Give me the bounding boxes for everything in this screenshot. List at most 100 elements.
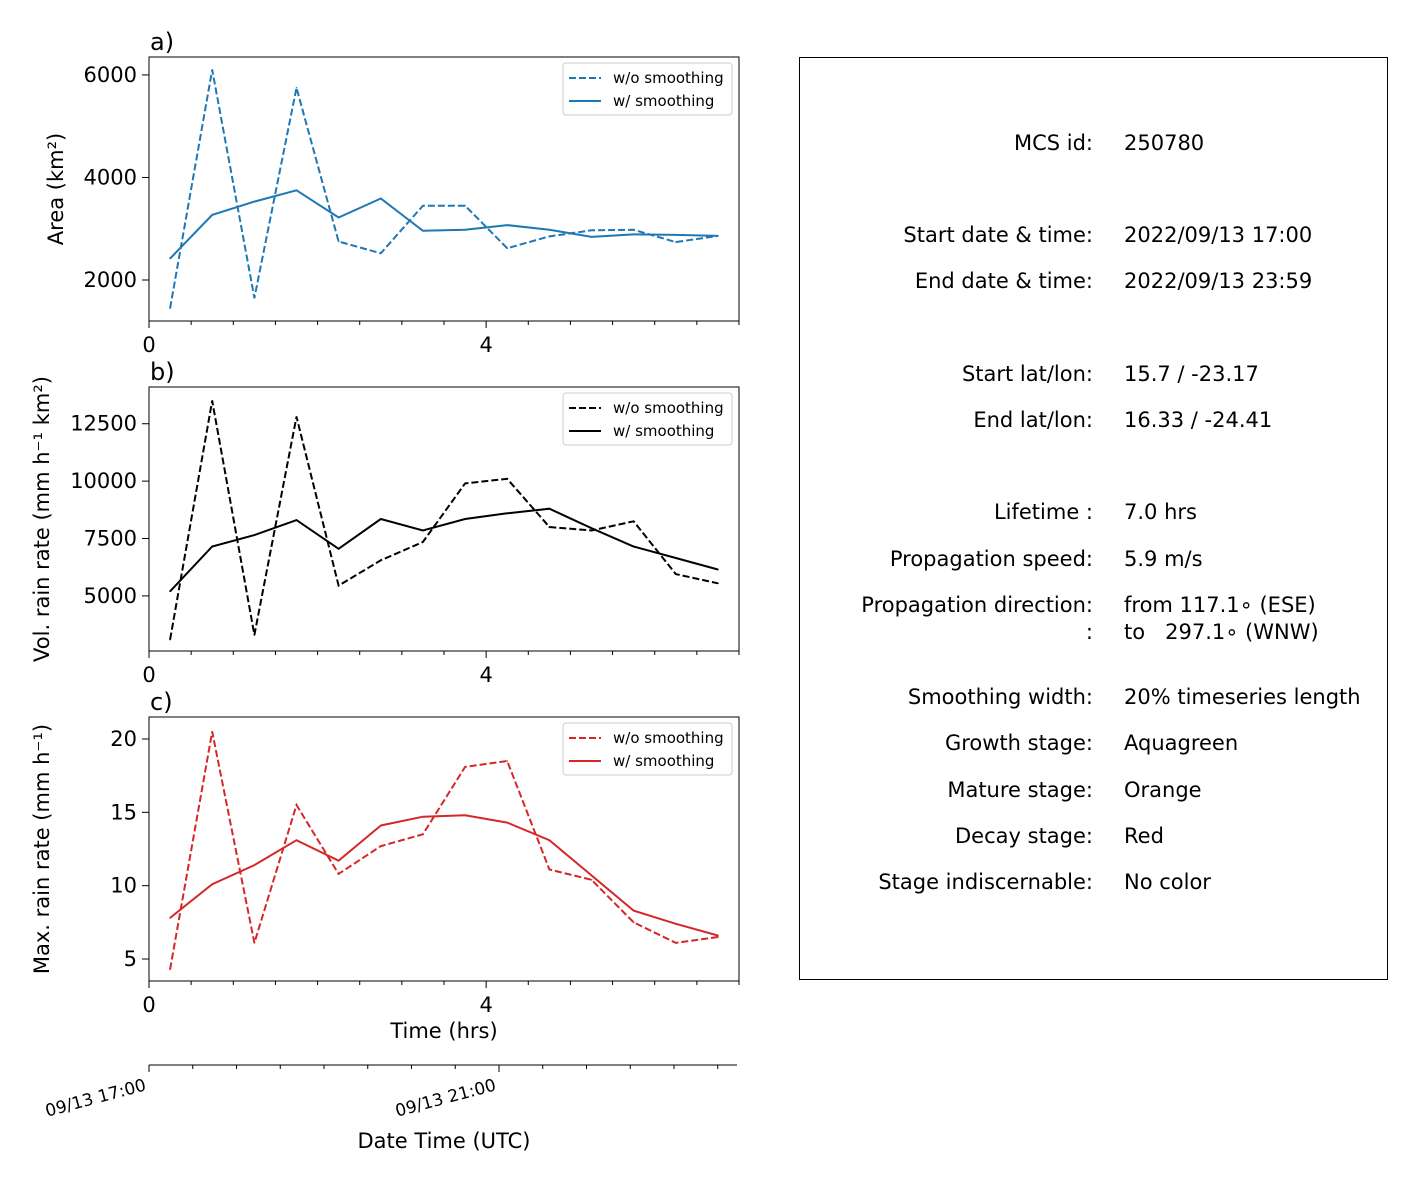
data-point <box>717 568 719 571</box>
data-point <box>337 216 340 219</box>
x-tick-label: 0 <box>142 663 155 687</box>
info-row-end-latlon: End lat/lon: 16.33 / -24.41 <box>800 408 1387 438</box>
info-value: 16.33 / -24.41 <box>1124 408 1273 432</box>
data-point <box>506 760 509 762</box>
x-tick-label: 0 <box>142 993 155 1017</box>
data-point <box>379 197 382 200</box>
data-point <box>632 520 635 523</box>
data-point <box>548 235 551 238</box>
data-point <box>253 864 256 866</box>
data-point <box>422 529 424 532</box>
datetime-axis-label: Date Time (UTC) <box>358 1129 531 1153</box>
y-tick-label: 7500 <box>84 527 137 551</box>
data-point <box>169 638 171 641</box>
data-point <box>337 584 340 587</box>
series-line-smoothed <box>169 814 719 937</box>
data-point <box>717 936 719 938</box>
legend-label: w/ smoothing <box>613 422 714 440</box>
data-point <box>337 859 340 862</box>
data-point <box>169 257 171 260</box>
y-tick-label: 20 <box>110 727 137 751</box>
data-point <box>506 512 509 515</box>
data-point <box>590 529 593 532</box>
data-point <box>211 730 214 733</box>
info-label: MCS id: <box>1013 131 1093 155</box>
data-point <box>464 518 466 520</box>
data-point <box>422 541 424 543</box>
legend: w/o smoothing w/ smoothing <box>562 392 733 446</box>
legend: w/o smoothing w/ smoothing <box>562 722 733 776</box>
info-value: from 117.1∘ (ESE) <box>1124 593 1316 617</box>
data-point <box>379 252 382 255</box>
data-point <box>379 518 382 520</box>
series-line-smoothed <box>169 507 719 592</box>
info-value: 7.0 hrs <box>1124 500 1197 524</box>
legend-label: w/o smoothing <box>613 729 724 747</box>
data-point <box>253 534 256 536</box>
data-point <box>674 923 677 925</box>
info-row-propagation-direction-to: : to 297.1∘ (WNW) <box>800 620 1387 650</box>
info-label: End lat/lon: <box>973 408 1093 432</box>
data-point <box>548 868 551 871</box>
y-tick-label: 6000 <box>84 63 137 87</box>
data-point <box>295 519 298 521</box>
data-point <box>211 545 214 548</box>
data-point <box>632 545 635 548</box>
y-tick-label: 2000 <box>84 268 137 292</box>
data-point <box>295 839 298 841</box>
info-row-mature-stage: Mature stage: Orange <box>800 778 1387 808</box>
series-line-smoothed <box>169 189 718 260</box>
data-point <box>253 634 256 636</box>
data-point <box>464 228 466 231</box>
data-point <box>211 69 214 71</box>
legend-label: w/o smoothing <box>613 69 724 87</box>
data-point <box>295 189 298 192</box>
info-row-propagation-speed: Propagation speed: 5.9 m/s <box>800 547 1387 577</box>
panel-label: b) <box>150 358 175 386</box>
info-row-propagation-direction: Propagation direction: from 117.1∘ (ESE) <box>800 593 1387 623</box>
data-point <box>169 968 171 971</box>
info-row-end-date: End date & time: 2022/09/13 23:59 <box>800 269 1387 299</box>
data-point <box>211 399 214 402</box>
info-label: Start date & time: <box>903 223 1093 247</box>
legend: w/o smoothing w/ smoothing <box>562 62 733 116</box>
data-point <box>253 297 256 299</box>
data-point <box>506 224 509 226</box>
series-line-raw <box>169 69 719 309</box>
data-point <box>506 478 509 480</box>
info-value: No color <box>1124 870 1211 894</box>
data-point <box>211 883 214 885</box>
info-label: Start lat/lon: <box>961 362 1093 386</box>
y-tick-label: 5000 <box>84 584 137 608</box>
data-point <box>169 917 171 919</box>
legend-label: w/ smoothing <box>613 752 714 770</box>
data-point <box>295 416 298 418</box>
data-point <box>379 824 382 827</box>
datetime-axis: 09/13 17:00 09/13 21:00 Date Time (UTC) <box>43 1064 737 1153</box>
info-value: to 297.1∘ (WNW) <box>1124 620 1319 644</box>
panel-label: c) <box>150 688 173 716</box>
y-axis-label: Max. rain rate (mm h⁻¹) <box>30 724 54 974</box>
y-axis-label: Area (km²) <box>44 133 68 245</box>
legend-label: w/ smoothing <box>613 92 714 110</box>
data-point <box>295 804 298 806</box>
data-point <box>169 307 171 309</box>
data-point <box>548 839 551 841</box>
info-panel: MCS id: 250780 Start date & time: 2022/0… <box>799 57 1388 980</box>
info-value: 2022/09/13 17:00 <box>1124 223 1313 247</box>
y-tick-label: 4000 <box>84 165 137 189</box>
data-point <box>548 507 551 510</box>
data-point <box>422 815 424 818</box>
data-point <box>548 526 551 528</box>
info-value: 15.7 / -23.17 <box>1124 362 1259 386</box>
y-axis-label: Vol. rain rate (mm h⁻¹ km²) <box>30 376 54 662</box>
info-label: End date & time: <box>914 269 1093 293</box>
x-tick-label: 0 <box>142 333 155 357</box>
y-tick-label: 12500 <box>70 412 137 436</box>
info-value: Aquagreen <box>1124 731 1239 755</box>
data-point <box>253 200 256 203</box>
data-point <box>464 204 466 207</box>
data-point <box>169 590 171 593</box>
info-label: Propagation direction: <box>861 593 1093 617</box>
